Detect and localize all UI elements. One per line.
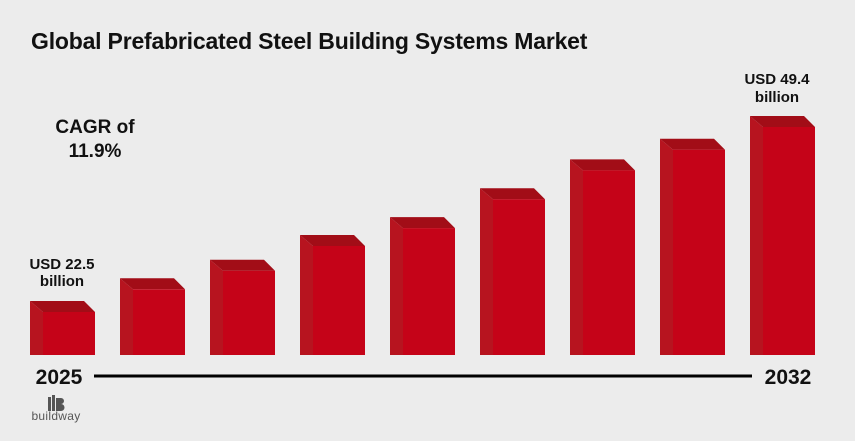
last-data-label-line2: billion — [755, 89, 799, 106]
cagr-line2: 11.9% — [68, 141, 122, 162]
bar-side-face — [480, 188, 493, 355]
bar-2 — [120, 278, 185, 355]
bar-top-face — [750, 116, 815, 127]
bar-7 — [570, 159, 635, 355]
bar-front-face — [43, 312, 95, 355]
bar-side-face — [30, 301, 43, 355]
bar-9 — [750, 116, 815, 355]
bar-front-face — [583, 170, 635, 355]
chart-title: Global Prefabricated Steel Building Syst… — [31, 28, 588, 54]
bar-top-face — [210, 259, 275, 271]
bar-top-face — [390, 217, 455, 229]
bar-4 — [300, 234, 365, 355]
brand-logo: buildway — [26, 395, 86, 423]
bar-1 — [30, 301, 95, 355]
bar-side-face — [660, 138, 673, 355]
bar-front-face — [133, 289, 185, 355]
buildway-logo-icon — [48, 395, 65, 411]
bar-side-face — [750, 116, 763, 355]
bar-top-face — [120, 278, 185, 290]
bar-front-face — [223, 270, 275, 355]
bar-front-face — [493, 199, 545, 355]
bar-side-face — [390, 217, 403, 355]
cagr-line1: CAGR of — [55, 117, 135, 138]
first-data-label-line1: USD 22.5 — [29, 256, 94, 273]
bar-top-face — [570, 159, 635, 171]
start-year-label: 2025 — [36, 366, 83, 389]
bar-top-face — [660, 138, 725, 150]
bar-front-face — [763, 127, 815, 355]
last-data-label-line1: USD 49.4 — [744, 71, 810, 88]
bar-6 — [480, 188, 545, 355]
end-year-label: 2032 — [765, 366, 812, 389]
bar-top-face — [300, 234, 365, 246]
first-data-label-line2: billion — [40, 273, 84, 290]
bar-front-face — [403, 228, 455, 355]
bar-front-face — [673, 149, 725, 355]
bar-top-face — [30, 301, 95, 312]
bar-front-face — [313, 245, 365, 355]
cagr-annotation: CAGR of 11.9% — [40, 116, 150, 164]
bar-3 — [210, 259, 275, 355]
bar-side-face — [300, 234, 313, 355]
bar-5 — [390, 217, 455, 355]
bar-side-face — [120, 278, 133, 355]
bar-top-face — [480, 188, 545, 200]
bar-side-face — [570, 159, 583, 355]
bar-8 — [660, 138, 725, 355]
brand-name: buildway — [31, 409, 81, 423]
bar-side-face — [210, 259, 223, 355]
